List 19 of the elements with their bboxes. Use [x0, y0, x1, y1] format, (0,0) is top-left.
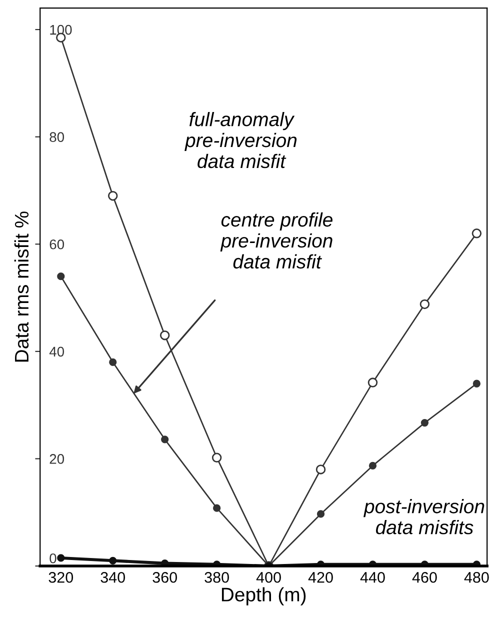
x-tick-label: 320: [48, 572, 74, 583]
x-tick-label: 360: [152, 572, 177, 583]
y-tick-label: 20: [50, 454, 64, 464]
y-tick-label: 80: [50, 132, 64, 142]
x-tick-label: 380: [204, 572, 229, 583]
x-tick-label: 400: [256, 572, 281, 583]
x-tick-label: 440: [360, 572, 385, 583]
annotation: post-inversion data misfits: [364, 499, 484, 534]
y-tick-label: 60: [50, 239, 64, 250]
y-tick-label: 40: [49, 346, 64, 357]
x-tick-label: 460: [412, 572, 437, 583]
x-axis-title: Depth (m): [222, 587, 306, 606]
x-tick-label: 480: [464, 572, 489, 583]
y-axis-title: Data rms misfit %: [14, 212, 29, 362]
annotation: centre profile pre-inversion data misfit: [220, 212, 332, 269]
x-tick-label: 340: [100, 572, 126, 583]
annotation: full-anomaly pre-inversion data misfit: [184, 112, 297, 168]
y-tick-label: 0: [50, 553, 56, 564]
x-tick-label: 420: [308, 572, 333, 583]
